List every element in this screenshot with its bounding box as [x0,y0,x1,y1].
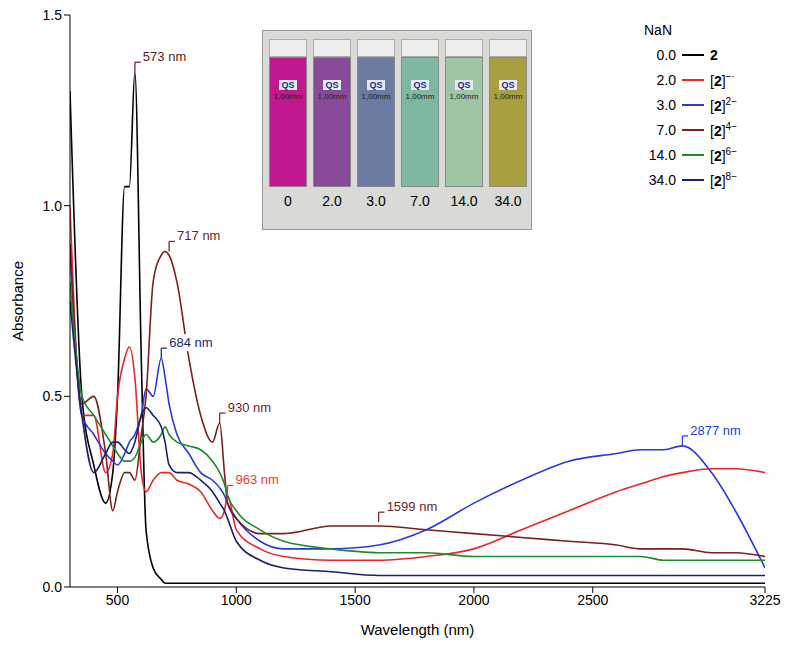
svg-text:0.5: 0.5 [43,388,63,404]
html-text:0.0: 0.0 [656,46,676,63]
svg-text:1500: 1500 [340,592,371,608]
svg-text:Wavelength (nm): Wavelength (nm) [361,621,475,638]
html-text:1,00mm: 1,00mm [493,92,523,101]
html-text:QS: QS [325,80,339,90]
svg-text:3225: 3225 [749,592,780,608]
svg-text:1.0: 1.0 [43,198,63,214]
html-text:QS: QS [457,80,471,90]
svg-text:717 nm: 717 nm [177,228,220,243]
svg-text:1.5: 1.5 [43,7,63,23]
html-text:1,00mm: 1,00mm [449,92,479,101]
html-text:34.0: 34.0 [494,193,522,209]
html-text:[2]4−: [2]4− [710,120,737,139]
html-text:1,00mm: 1,00mm [361,92,391,101]
html-text:NaN: NaN [644,22,672,38]
svg-text:684 nm: 684 nm [169,335,212,350]
html-text:QS: QS [413,80,427,90]
svg-text:573 nm: 573 nm [143,49,186,64]
svg-text:1000: 1000 [221,592,252,608]
svg-text:1599 nm: 1599 nm [387,499,438,514]
svg-text:963 nm: 963 nm [236,472,279,487]
html-text:[2]8−: [2]8− [710,170,737,189]
html-text:3.0: 3.0 [656,96,676,113]
html-text:7.0: 7.0 [410,193,430,209]
html-text:1,00mm: 1,00mm [273,92,303,101]
svg-text:2877 nm: 2877 nm [690,423,741,438]
html-text:QS: QS [281,80,295,90]
html-text:1,00mm: 1,00mm [317,92,347,101]
html-text:1,00mm: 1,00mm [405,92,435,101]
html-text:QS: QS [369,80,383,90]
svg-text:2000: 2000 [458,592,489,608]
html-text:14.0: 14.0 [648,146,676,163]
html-text:[2]−·: [2]−· [710,70,735,89]
svg-text:500: 500 [106,592,130,608]
html-text:3.0: 3.0 [366,193,386,209]
html-text:QS: QS [501,80,515,90]
html-text:0: 0 [284,193,292,209]
html-text:7.0: 7.0 [656,121,676,138]
html-text:[2]2−: [2]2− [710,95,737,114]
html-text:2.0: 2.0 [322,193,342,209]
svg-text:Absorbance: Absorbance [9,261,26,341]
html-text:14.0: 14.0 [450,193,478,209]
svg-text:2500: 2500 [577,592,608,608]
html-text:2: 2 [710,46,718,63]
html-text:[2]6−: [2]6− [710,145,737,164]
svg-text:0.0: 0.0 [43,579,63,595]
html-text:2.0: 2.0 [656,71,676,88]
html-text:34.0: 34.0 [648,171,676,188]
svg-text:930 nm: 930 nm [228,400,271,415]
